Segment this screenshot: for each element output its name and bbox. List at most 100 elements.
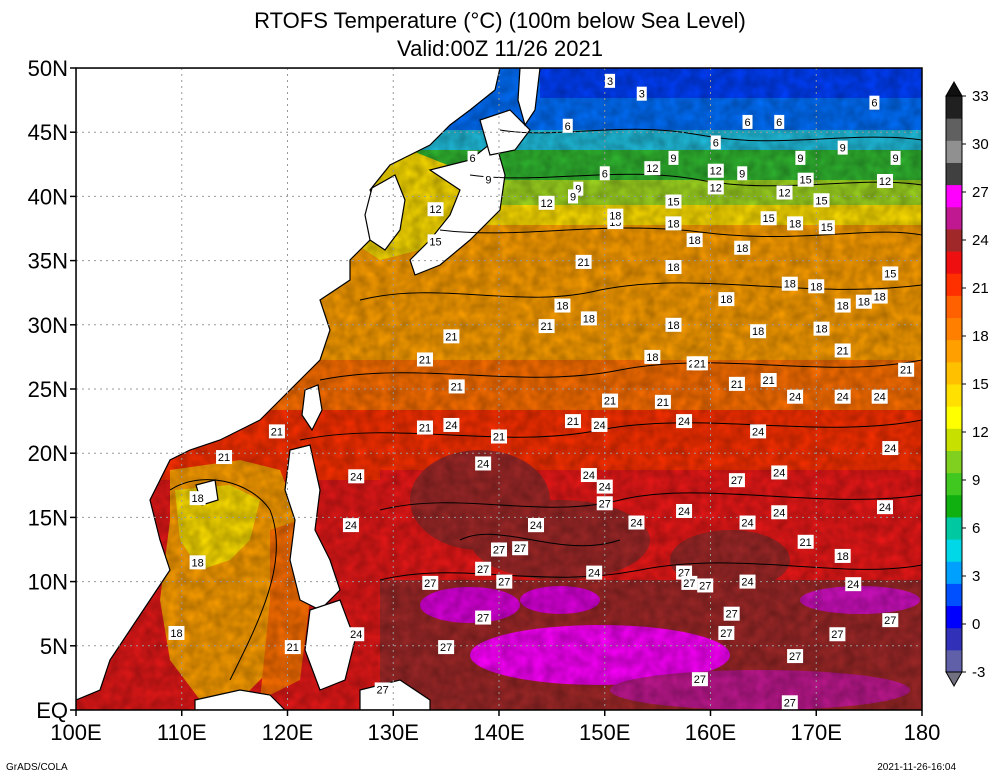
contour-label: 21 <box>577 257 589 269</box>
contour-label: 18 <box>736 243 748 255</box>
contour-label-bg <box>728 376 745 391</box>
colorbar-swatch <box>946 361 962 385</box>
contour-label-bg <box>813 193 830 208</box>
contour-label: 21 <box>218 452 230 464</box>
contour-label: 27 <box>477 613 489 625</box>
contour-label: 24 <box>874 392 886 404</box>
lon-label: 160E <box>685 720 736 745</box>
contour-label-bg <box>787 216 804 231</box>
contour-label: 24 <box>741 518 753 530</box>
colorbar-label: 6 <box>972 520 980 537</box>
contour-label: 9 <box>739 168 745 180</box>
lat-label: 20N <box>28 441 68 466</box>
contour-label-bg <box>554 298 571 313</box>
contour-label-bg <box>422 575 439 590</box>
contour-label: 6 <box>470 153 476 165</box>
contour-label-bg <box>691 672 708 687</box>
contour-label-bg <box>760 211 777 226</box>
contour-label-bg <box>869 95 880 110</box>
contour-label-bg <box>742 114 753 129</box>
lat-label: 50N <box>28 56 68 81</box>
contour-label: 15 <box>821 222 833 234</box>
longitude-labels: 100E 110E 120E 130E 140E 150E 160E 170E 180 <box>50 710 940 745</box>
contour-label-bg <box>760 373 777 388</box>
contour-label: 24 <box>530 520 542 532</box>
colorbar-swatch <box>946 206 962 230</box>
contour-label: 27 <box>731 475 743 487</box>
contour-label: 24 <box>773 467 785 479</box>
lat-label: 5N <box>40 634 68 659</box>
contour-label-bg <box>586 565 603 580</box>
contour-label-bg <box>718 292 735 307</box>
contour-label-bg <box>676 414 693 429</box>
contour-label-bg <box>691 356 708 371</box>
contour-label: 15 <box>884 268 896 280</box>
lon-label: 170E <box>791 720 842 745</box>
colorbar-label: 33 <box>972 88 989 105</box>
colorbar-swatch <box>946 428 962 451</box>
contour-label-bg <box>813 321 830 336</box>
contour-label: 24 <box>588 568 600 580</box>
contour-label: 12 <box>778 188 790 200</box>
contour-label: 12 <box>646 163 658 175</box>
contour-label: 27 <box>377 684 389 696</box>
contour-label: 21 <box>657 397 669 409</box>
contour-label: 18 <box>784 279 796 291</box>
contour-label-bg <box>416 420 433 435</box>
contour-label: 18 <box>646 352 658 364</box>
contour-label: 15 <box>667 197 679 209</box>
contour-label: 24 <box>350 471 362 483</box>
lon-label: 120E <box>262 720 313 745</box>
contour-label: 15 <box>429 236 441 248</box>
contour-label: 24 <box>837 392 849 404</box>
contour-label: 27 <box>831 629 843 641</box>
contour-label-bg <box>818 220 835 235</box>
contour-label: 21 <box>763 375 775 387</box>
contour-label: 24 <box>789 392 801 404</box>
lat-label: EQ <box>36 698 68 723</box>
lat-label: 45N <box>28 120 68 145</box>
contour-label: 24 <box>752 426 764 438</box>
contour-label-bg <box>636 86 647 101</box>
contour-label-bg <box>718 625 735 640</box>
contour-label-bg <box>797 172 814 187</box>
contour-label: 18 <box>837 551 849 563</box>
contour-label-bg <box>776 185 793 200</box>
contour-label-bg <box>774 114 785 129</box>
contour-label: 24 <box>445 420 457 432</box>
contour-label-bg <box>739 574 756 589</box>
contour-label: 24 <box>477 458 489 470</box>
contour-label: 18 <box>858 297 870 309</box>
contour-label: 21 <box>731 379 743 391</box>
lon-label: 130E <box>368 720 419 745</box>
footer-credit: GrADS/COLA <box>6 762 68 773</box>
contour-label: 24 <box>583 470 595 482</box>
contour-label-bg <box>568 189 579 204</box>
contour-label-bg <box>580 468 597 483</box>
lat-label: 40N <box>28 184 68 209</box>
contour-label-bg <box>723 606 740 621</box>
contour-label: 15 <box>815 195 827 207</box>
lon-label: 150E <box>579 720 630 745</box>
contour-label: 27 <box>694 674 706 686</box>
contour-label-bg <box>491 542 507 557</box>
contour-label: 27 <box>424 578 436 590</box>
colorbar-swatch <box>946 162 962 186</box>
contour-label: 24 <box>593 420 605 432</box>
contour-label-bg <box>882 613 899 628</box>
colorbar-swatch <box>946 627 962 651</box>
contour-label-bg <box>834 389 851 404</box>
contour-label: 3 <box>639 89 645 101</box>
lon-label: 180 <box>904 720 941 745</box>
contour-label-bg <box>876 500 893 515</box>
contour-label-bg <box>882 266 899 281</box>
colorbar-swatch <box>946 561 962 584</box>
contour-label-bg <box>795 150 806 165</box>
colorbar-swatch <box>946 339 962 363</box>
contour-label: 27 <box>599 498 611 510</box>
contour-label: 27 <box>784 697 796 709</box>
contour-label-bg <box>189 555 206 570</box>
contour-label-bg <box>644 161 661 176</box>
contour-label-bg <box>605 73 616 88</box>
contour-label: 18 <box>667 262 679 274</box>
